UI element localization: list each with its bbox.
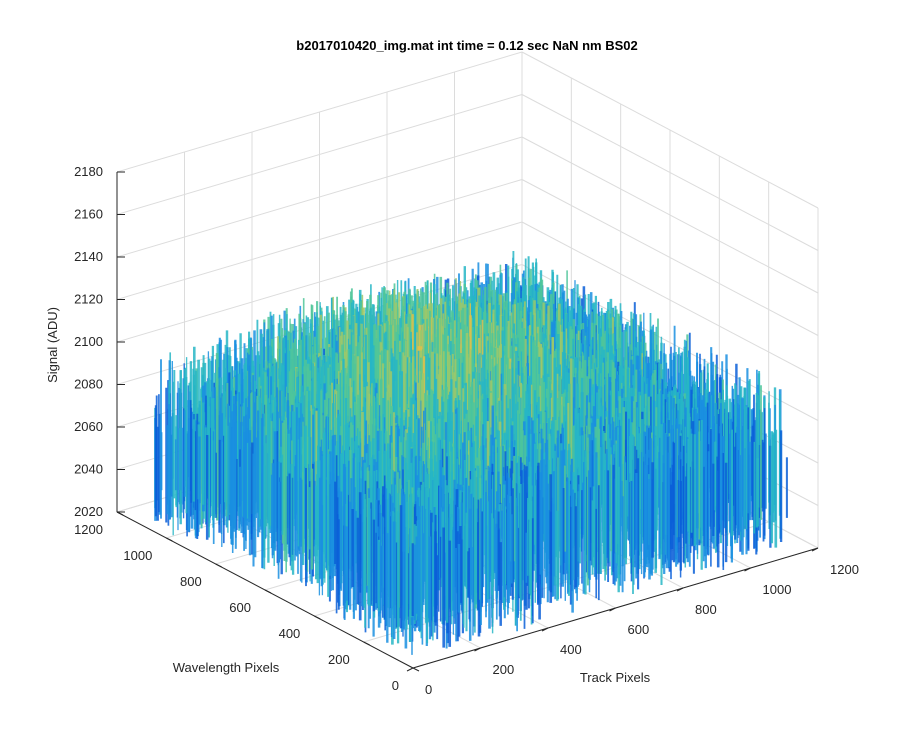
chart-title: b2017010420_img.mat int time = 0.12 sec … [296,38,637,53]
grid-line-z-back [116,94,523,215]
grid-line-z-back [116,221,523,343]
grid-line-z-side [521,51,819,209]
grid-line-z-back [116,179,523,300]
grid-line-z-back [116,51,523,173]
grid-line-z-side [521,221,819,379]
grid-line-z-side [521,94,819,251]
surface-plot [154,251,788,655]
grid-line-z-side [521,136,819,294]
grid-line-z-back [116,136,523,258]
grid-line-z-side [521,179,819,336]
